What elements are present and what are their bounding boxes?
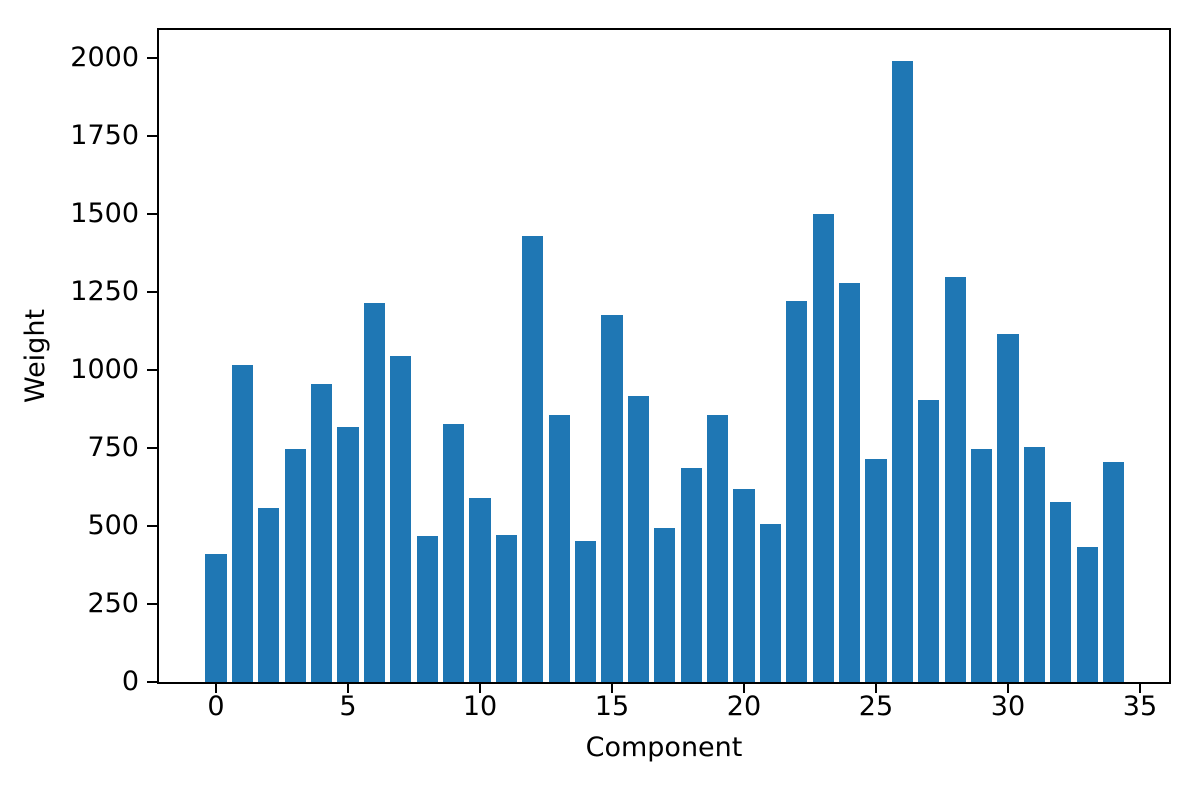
bar-33 — [1076, 546, 1098, 682]
y-tick-label-250: 250 — [87, 587, 139, 619]
y-tick-label-750: 750 — [87, 431, 139, 463]
x-tick-mark-25 — [874, 684, 877, 693]
x-tick-label-10: 10 — [462, 691, 498, 722]
y-tick-label-0: 0 — [121, 666, 139, 697]
y-tick-label-1500: 1500 — [70, 197, 139, 229]
bar-20 — [733, 488, 755, 682]
bar-10 — [469, 497, 491, 682]
bar-9 — [443, 423, 465, 682]
bar-25 — [865, 459, 887, 682]
bar-29 — [971, 448, 993, 682]
bar-21 — [759, 524, 781, 682]
y-tick-mark-500 — [147, 524, 157, 527]
bar-16 — [627, 396, 649, 682]
x-tick-mark-5 — [347, 684, 349, 693]
bar-19 — [707, 415, 729, 682]
bar-11 — [495, 534, 517, 682]
bar-0 — [205, 554, 227, 682]
x-tick-label-20: 20 — [726, 691, 762, 722]
x-axis-label: Component — [585, 732, 743, 763]
x-tick-mark-20 — [742, 684, 745, 693]
bar-2 — [258, 507, 280, 682]
bar-8 — [416, 535, 438, 682]
bar-6 — [363, 302, 385, 682]
y-tick-mark-1250 — [147, 290, 157, 293]
bar-1 — [231, 365, 253, 682]
bar-18 — [680, 467, 702, 682]
y-tick-mark-1750 — [147, 134, 157, 137]
y-tick-mark-250 — [147, 602, 157, 605]
bar-7 — [390, 356, 412, 682]
y-tick-label-2000: 2000 — [70, 41, 139, 73]
bar-26 — [891, 60, 913, 682]
x-tick-mark-10 — [479, 684, 481, 693]
bar-34 — [1103, 461, 1125, 682]
x-tick-mark-0 — [215, 684, 218, 693]
bar-32 — [1050, 501, 1072, 682]
bar-5 — [337, 426, 359, 682]
x-tick-label-35: 35 — [1122, 691, 1158, 722]
bar-27 — [918, 399, 940, 682]
y-tick-label-1250: 1250 — [70, 275, 139, 307]
bar-22 — [786, 301, 808, 682]
bar-30 — [997, 334, 1019, 682]
x-tick-label-30: 30 — [990, 691, 1026, 722]
y-tick-mark-750 — [147, 446, 157, 449]
y-tick-mark-2000 — [147, 56, 157, 59]
y-tick-mark-1000 — [147, 368, 157, 371]
bar-12 — [522, 236, 544, 682]
bar-15 — [601, 315, 623, 682]
x-tick-label-5: 5 — [339, 691, 357, 722]
x-tick-label-0: 0 — [207, 691, 225, 722]
x-tick-label-15: 15 — [594, 691, 630, 722]
bar-28 — [944, 277, 966, 682]
y-tick-label-500: 500 — [87, 509, 139, 541]
bar-4 — [311, 383, 333, 682]
bar-23 — [812, 213, 834, 682]
x-tick-mark-30 — [1006, 684, 1009, 693]
y-tick-mark-1500 — [147, 212, 157, 215]
x-tick-mark-35 — [1138, 684, 1141, 693]
y-tick-mark-0 — [147, 681, 157, 683]
bar-13 — [548, 415, 570, 682]
bar-24 — [839, 282, 861, 682]
y-tick-label-1000: 1000 — [70, 353, 139, 385]
bar-3 — [284, 448, 306, 682]
x-tick-label-25: 25 — [858, 691, 894, 722]
bar-17 — [654, 528, 676, 682]
plot-area — [157, 28, 1171, 684]
bar-31 — [1023, 447, 1045, 682]
bar-14 — [575, 540, 597, 682]
y-tick-label-1750: 1750 — [70, 119, 139, 151]
x-tick-mark-15 — [610, 684, 613, 693]
